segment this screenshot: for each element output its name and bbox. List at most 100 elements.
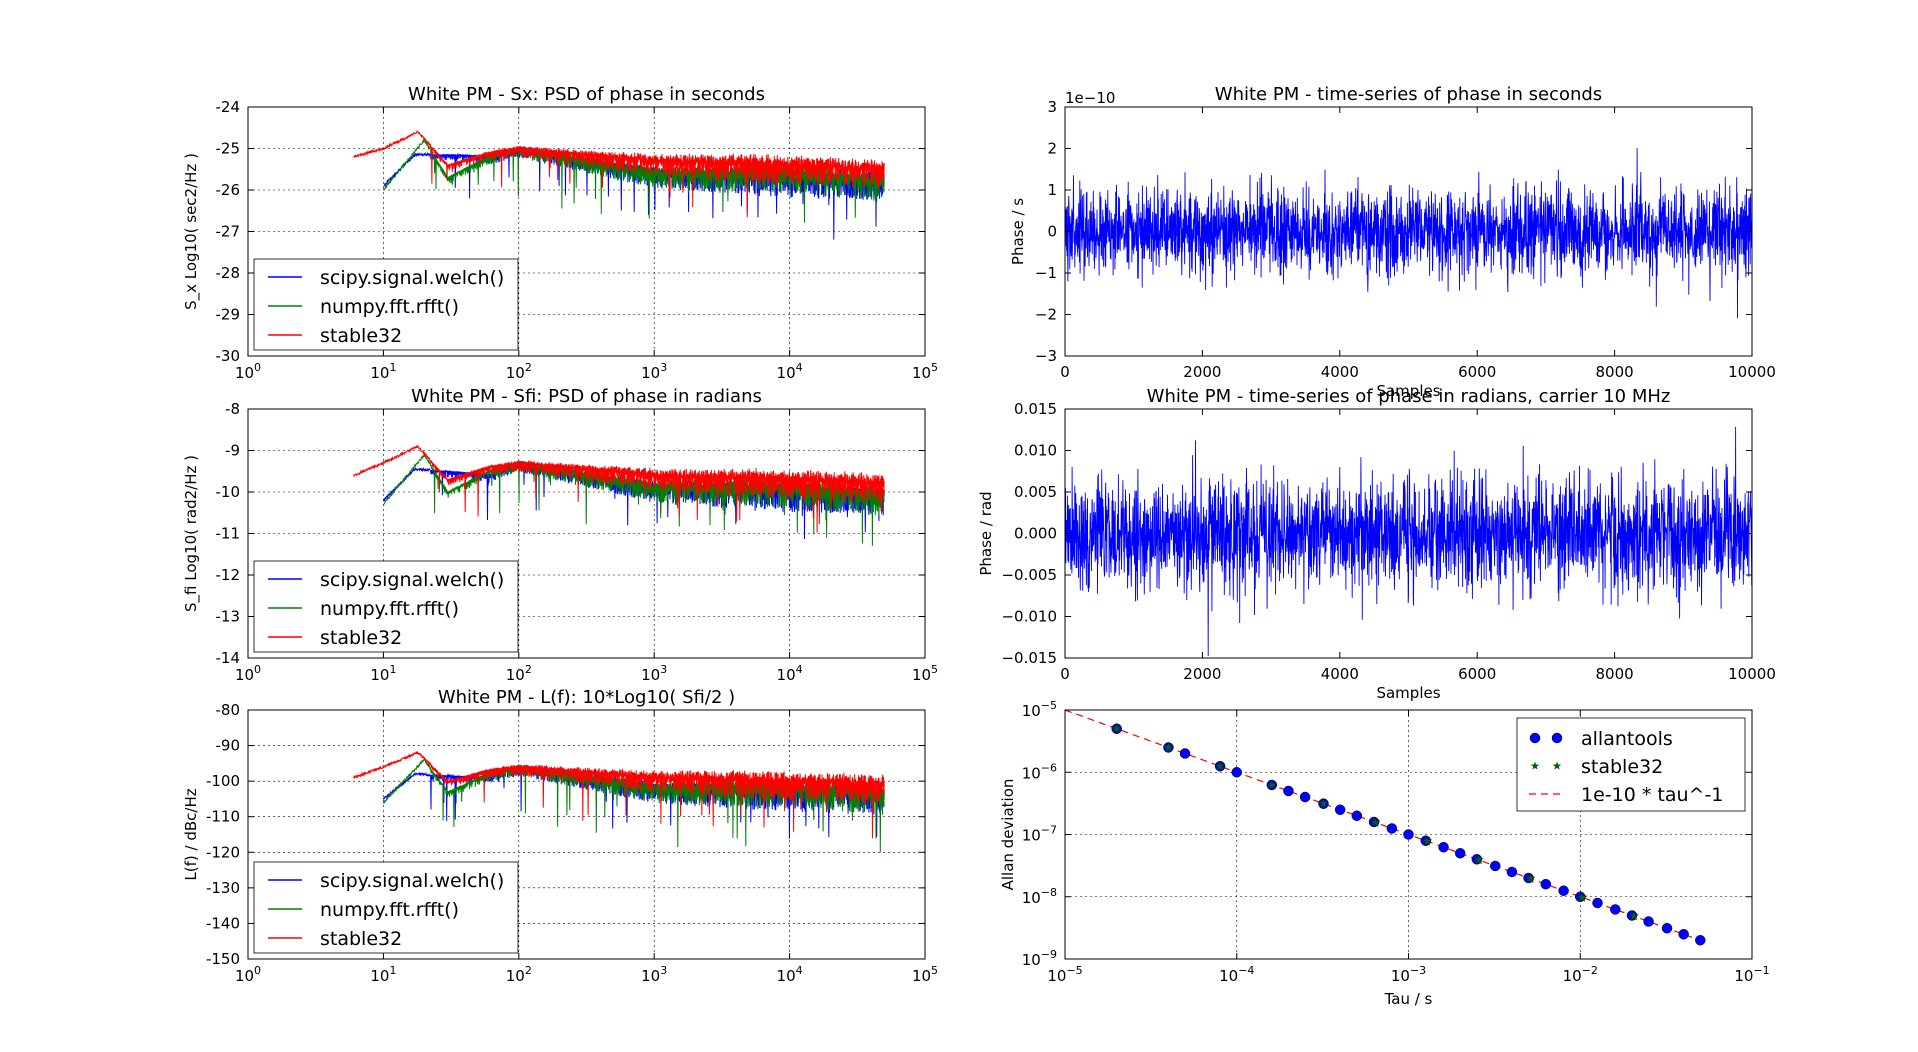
psd-chart-2: 100 101 102 103 104 105-14-13-12-11-10-9-8Whi… [182,386,938,684]
y-tick-label: −0.015 [1001,649,1057,667]
allantools-point [1299,791,1311,803]
y-tick-label: -8 [225,400,240,418]
tick-exponent: 2 [525,361,532,374]
x-tick-label: 102 [506,964,532,985]
allantools-point [1438,841,1449,853]
y-tick-label: -26 [216,181,241,199]
x-tick-label: 102 [506,361,532,382]
x-axis-label: Tau / s [1384,990,1433,1008]
allantools-point [1643,916,1654,927]
x-tick-label: 2000 [1183,665,1221,683]
y-axis-label: L(f) / dBc/Hz [182,788,200,880]
tick-exponent: 3 [660,663,667,676]
y-tick-label: -12 [216,566,241,584]
y-tick-label: 3 [1047,98,1057,116]
y-tick-label: -140 [206,914,240,932]
stable32-point [1318,798,1329,809]
tick-exponent: −8 [1041,886,1057,899]
psd-chart-4: 100 101 102 103 104 105-150-140-130-120-110-1… [182,687,938,985]
tick-exponent: 3 [660,964,667,977]
y-tick-label: -130 [206,879,240,897]
allantools-point [1179,748,1191,759]
legend-label: scipy.signal.welch() [320,870,504,892]
allantools-point [1283,785,1294,797]
y-tick-label: −0.010 [1001,608,1057,626]
tick-exponent: −5 [1066,964,1082,977]
x-tick-label: 103 [641,964,667,985]
y-tick-label: 10−6 [1022,761,1057,782]
stable32-point [1576,891,1588,902]
y-tick-label: -10 [216,483,241,501]
stable32-point [1111,723,1122,734]
tick-exponent: 0 [254,361,261,374]
legend-marker [1530,761,1540,770]
tick-exponent: 2 [525,663,532,676]
stable32-point [1525,873,1536,884]
allantools-point [1610,904,1621,915]
tick-exponent: 5 [931,964,938,977]
tick-exponent: 4 [796,663,803,676]
legend-label: 1e-10 * tau^-1 [1581,784,1723,806]
legend-label: stable32 [320,325,402,347]
x-tick-label: 2000 [1183,363,1221,381]
stable32-point [1473,854,1484,865]
x-tick-label: 105 [912,663,938,684]
x-tick-label: 101 [370,663,396,684]
x-tick-label: 4000 [1321,363,1359,381]
allantools-point [1386,823,1398,834]
allantools-point [1351,810,1363,822]
chart-title: White PM - Sfi: PSD of phase in radians [411,386,762,407]
legend-label: scipy.signal.welch() [320,569,504,591]
allantools-point [1540,878,1552,890]
x-tick-label: 105 [912,361,938,382]
y-tick-label: -80 [216,701,241,719]
allantools-point [1558,885,1569,896]
x-tick-label: 10−1 [1734,964,1769,985]
y-tick-label: -30 [216,347,241,365]
x-tick-label: 103 [641,663,667,684]
y-tick-label: 0.010 [1014,442,1057,460]
legend-marker [1552,761,1562,770]
allantools-point [1695,935,1706,946]
x-tick-label: 10000 [1728,665,1776,683]
legend-label: stable32 [320,627,402,649]
x-tick-label: 105 [912,964,938,985]
legend: scipy.signal.welch() numpy.fft.rfft() stab… [253,560,519,653]
allantools-point [1592,897,1603,909]
allan-chart: 10−5 10−4 10−3 10−2 10−1 10−9 10−8 10−7 10−6 10−5… [999,699,1770,1008]
y-tick-label: 2 [1047,140,1057,158]
allantools-point [1231,767,1242,778]
legend: scipy.signal.welch() numpy.fft.rfft() stab… [253,258,519,351]
x-tick-label: 100 [235,361,261,382]
y-tick-label: -9 [225,442,240,460]
tick-exponent: −7 [1041,824,1057,837]
tick-exponent: 4 [796,361,803,374]
y-tick-label: 10−9 [1022,948,1057,969]
legend-label: numpy.fft.rfft() [320,296,459,318]
allantools-point [1334,804,1346,815]
tick-exponent: 5 [931,663,938,676]
y-tick-label: 10−7 [1022,824,1057,845]
stable32-point [1421,835,1433,846]
x-tick-label: 6000 [1458,363,1496,381]
tick-exponent: −3 [1410,964,1426,977]
psd-chart-0: 100 101 102 103 104 105-30-29-28-27-26-25-24W… [182,84,938,382]
x-axis-label: Samples [1376,382,1440,400]
stable32-point [1370,816,1381,827]
chart-title: White PM - L(f): 10*Log10( Sfi/2 ) [438,687,735,708]
tick-exponent: 1 [389,964,396,977]
axis-offset-label: 1e−10 [1065,89,1115,107]
stable32-point [1163,742,1174,752]
x-tick-label: 101 [370,361,396,382]
y-tick-label: 0.015 [1014,400,1057,418]
legend: allantools stable32 1e-10 * tau^-1 [1516,717,1746,812]
x-tick-label: 103 [641,361,667,382]
series-line [1064,426,1753,657]
tick-exponent: −6 [1041,761,1057,774]
y-tick-label: -25 [216,140,241,158]
tick-exponent: −9 [1041,948,1057,961]
tick-exponent: 1 [389,361,396,374]
tick-exponent: 5 [931,361,938,374]
series-line-2 [353,444,885,533]
y-tick-label: -110 [206,808,240,826]
